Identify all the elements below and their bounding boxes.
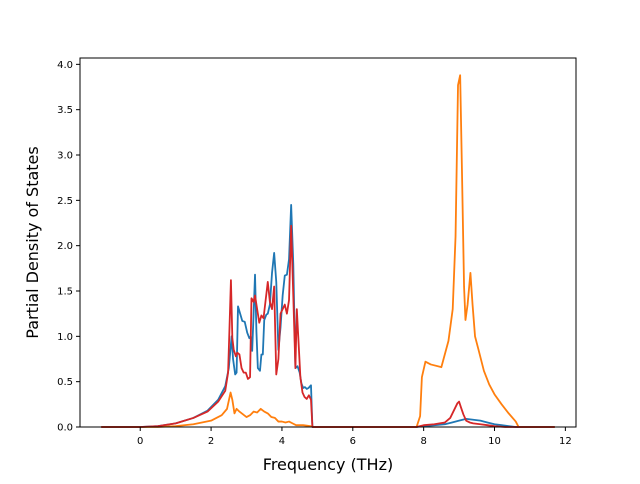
y-tick-label: 2.0 (57, 241, 73, 252)
y-tick-label: 0.5 (57, 377, 73, 388)
series-line-3 (101, 224, 555, 428)
y-tick-label: 1.0 (57, 332, 73, 343)
plot-frame (79, 57, 577, 428)
series-line-1 (101, 203, 555, 428)
x-axis: 0 2 4 6 8 10 12 (137, 427, 572, 447)
x-tick-label: 8 (420, 436, 426, 447)
y-axis: 0.0 0.5 1.0 1.5 2.0 2.5 3.0 3.5 4.0 (57, 60, 80, 434)
series-line-2 (101, 74, 555, 428)
y-tick-label: 4.0 (57, 60, 73, 71)
series-layer (101, 74, 555, 428)
x-tick-label: 6 (350, 436, 356, 447)
x-tick-label: 12 (559, 436, 572, 447)
y-tick-label: 3.5 (57, 105, 73, 116)
x-tick-label: 0 (137, 436, 143, 447)
x-axis-label: Frequency (THz) (263, 455, 393, 474)
y-tick-label: 0.0 (57, 423, 73, 434)
y-tick-label: 1.5 (57, 287, 73, 298)
x-tick-label: 4 (279, 436, 285, 447)
y-tick-label: 3.0 (57, 151, 73, 162)
y-tick-label: 2.5 (57, 196, 73, 207)
y-axis-label: Partial Density of States (23, 146, 42, 338)
x-tick-label: 10 (488, 436, 501, 447)
x-tick-label: 2 (208, 436, 214, 447)
